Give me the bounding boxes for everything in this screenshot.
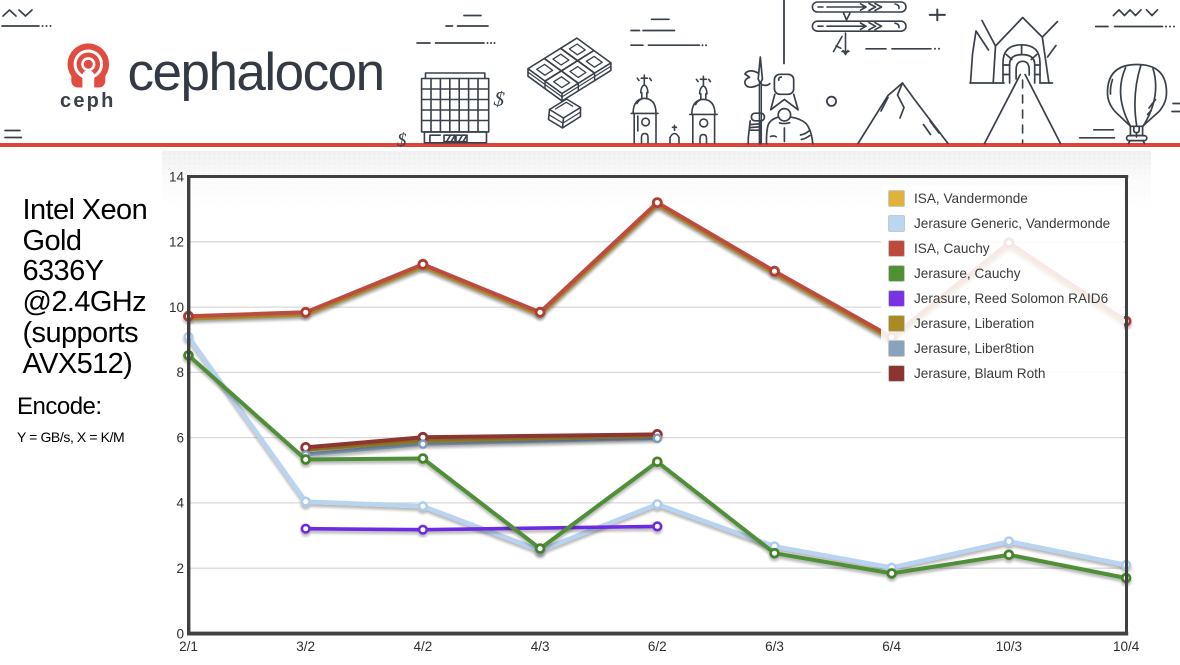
svg-text:12: 12 [169,235,184,250]
svg-text:10: 10 [169,300,184,315]
svg-text:10/3: 10/3 [996,639,1022,654]
svg-text:4/3: 4/3 [531,639,550,654]
svg-text:$: $ [397,130,407,150]
svg-text:4/2: 4/2 [414,639,433,654]
svg-text:3/2: 3/2 [296,639,315,654]
svg-text:$: $ [493,86,506,111]
svg-text:2: 2 [176,561,184,576]
svg-text:10/4: 10/4 [1113,639,1140,654]
svg-text:6/2: 6/2 [648,639,667,654]
svg-text:0: 0 [176,626,184,641]
svg-text:6: 6 [176,430,184,445]
svg-text:8: 8 [176,365,184,380]
svg-text:2/1: 2/1 [179,639,198,654]
svg-text:14: 14 [169,169,185,184]
svg-text:4: 4 [176,496,184,511]
svg-text:6/3: 6/3 [765,639,784,654]
svg-text:6/4: 6/4 [882,639,901,654]
